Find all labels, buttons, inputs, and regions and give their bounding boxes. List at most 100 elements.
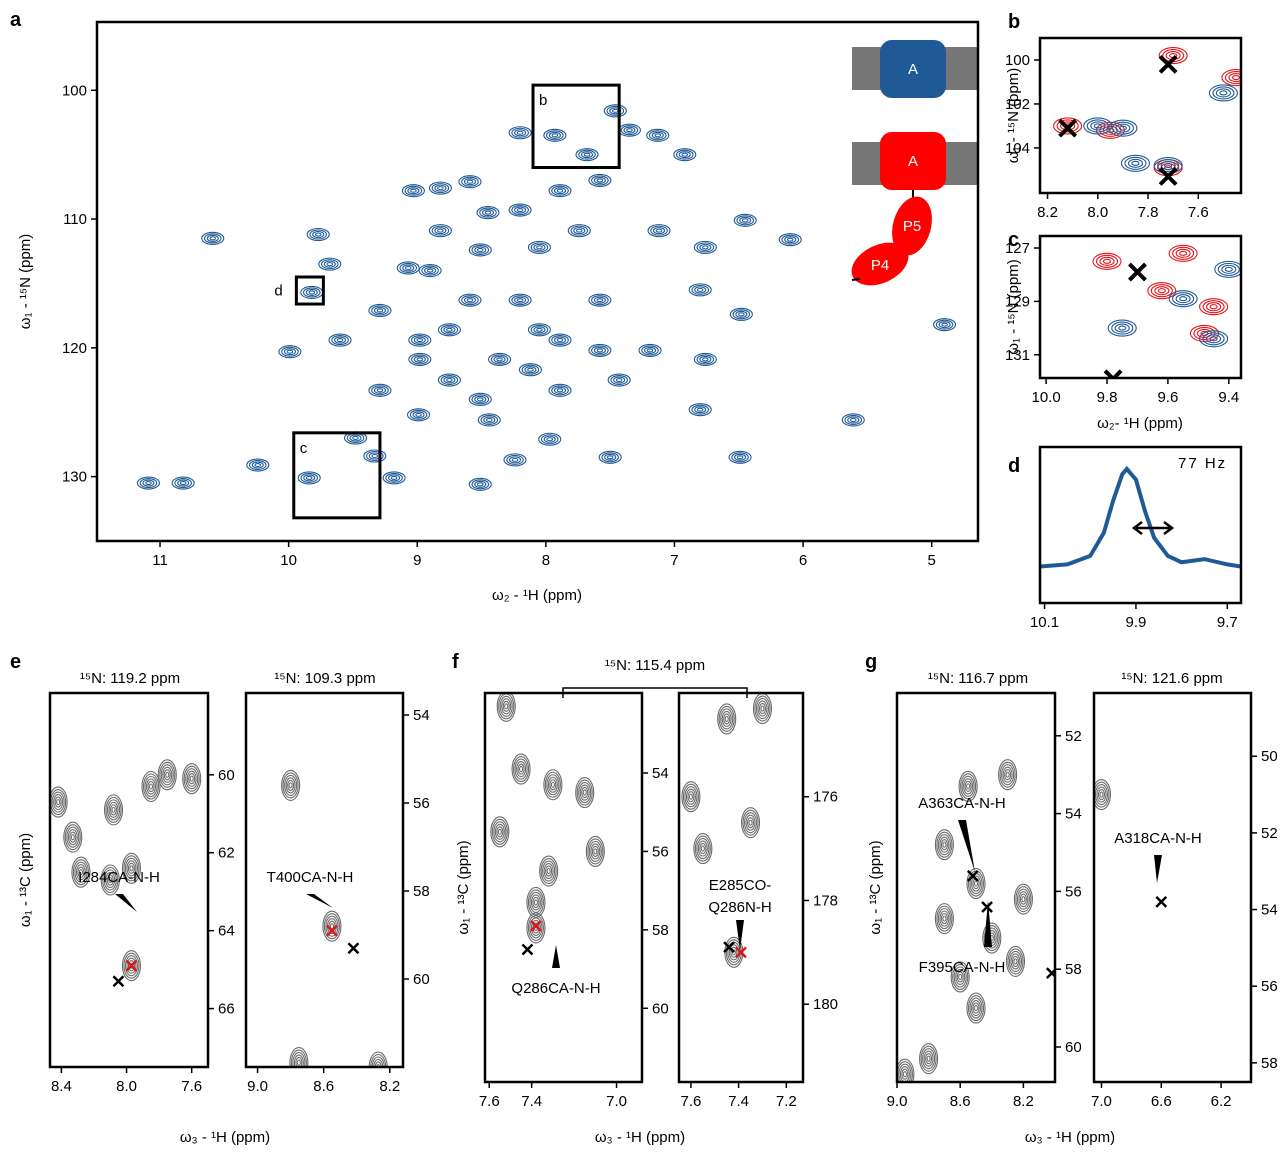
contour-peak (109, 804, 118, 816)
contour-peak (694, 286, 707, 294)
contour-peak (575, 228, 583, 233)
contour-peak (511, 204, 529, 216)
contour-peak (440, 324, 459, 335)
contour-peak (1221, 264, 1237, 274)
contour-peak (699, 243, 712, 251)
contour-peak (157, 759, 177, 791)
contour-peak (1199, 298, 1229, 316)
contour-peak (309, 229, 328, 240)
contour-peak (581, 787, 589, 799)
plot-area (1040, 465, 1241, 569)
contour-peak (1108, 119, 1138, 137)
contour-peak (1096, 786, 1107, 803)
contour-peak (66, 826, 80, 848)
contour-peak (483, 416, 496, 424)
contour-peak (415, 412, 422, 417)
contour-peak (688, 793, 693, 800)
contour-peak (103, 869, 117, 891)
contour-peak (514, 758, 528, 780)
contour-peak (437, 186, 444, 191)
contour-peak (516, 298, 524, 303)
plot-frame (895, 691, 1057, 1084)
contour-peak (443, 376, 456, 384)
contour-peak (694, 835, 711, 862)
y-tick-label: 58 (1261, 1055, 1278, 1072)
contour-peak (1168, 244, 1198, 262)
contour-peak (287, 779, 295, 791)
contour-peak (100, 864, 120, 896)
y-tick-label: 66 (218, 1001, 235, 1018)
x-tick-label: 9.4 (1218, 389, 1239, 406)
contour-peak (399, 262, 418, 274)
contour-peak (1124, 156, 1147, 170)
peak-marker (981, 901, 993, 913)
contour-peak (702, 245, 709, 250)
contour-peak (1002, 766, 1013, 783)
contour-peak (1118, 125, 1127, 131)
peak-marker (723, 941, 735, 954)
contour-peak (1202, 332, 1225, 346)
contour-peak (1083, 117, 1113, 135)
x-tick-label: 5 (928, 552, 936, 569)
contour-peak (585, 835, 605, 867)
contour-peak (108, 801, 119, 818)
contour-peak (305, 475, 313, 480)
contour-peak (532, 896, 540, 908)
contour-peak (446, 377, 453, 383)
contour-peak (1016, 888, 1030, 910)
contour-peak (468, 392, 492, 406)
y-tick-label: 52 (1261, 825, 1278, 842)
contour-peak (325, 915, 339, 937)
y-tick-label: 54 (1261, 902, 1278, 919)
contour-peak (139, 477, 158, 489)
contour-peak (1004, 769, 1012, 781)
contour-peak (410, 188, 417, 193)
contour-peak (374, 1061, 382, 1067)
contour-peak (511, 127, 529, 138)
contour-peak (579, 784, 590, 801)
x-tick-label: 7.0 (606, 1093, 627, 1110)
annotation-pointer (736, 920, 744, 950)
x-tick-label: 7.4 (521, 1093, 542, 1110)
contour-peak (1208, 84, 1238, 102)
contour-peak (371, 305, 389, 316)
contour-peak (580, 151, 594, 159)
strip-title: ¹⁵N: 116.7 ppm (928, 670, 1028, 687)
x-tick-label: 11 (152, 552, 168, 569)
y-tick-label: 56 (413, 795, 430, 812)
contour-peak (1090, 121, 1106, 131)
plot-frame (48, 691, 210, 1069)
peak-marker (1058, 118, 1078, 138)
contour-peak (106, 874, 114, 886)
contour-peak (404, 265, 412, 271)
contour-peak (285, 777, 296, 794)
width-arrow (1131, 521, 1175, 535)
zoom-box (292, 431, 382, 520)
plot-area (281, 769, 388, 1067)
contour-peak (1099, 791, 1104, 798)
y-tick-label: 50 (1261, 748, 1278, 765)
contour-peak (468, 243, 492, 257)
zoom-box (294, 275, 325, 306)
y-tick-label: 102 (1005, 96, 1030, 113)
contour-peak (556, 188, 564, 193)
contour-peak (474, 395, 487, 403)
contour-peak (78, 869, 83, 876)
contour-peak (720, 708, 734, 730)
contour-peak (638, 343, 662, 357)
contour-peak (1005, 771, 1010, 778)
contour-peak (575, 777, 595, 809)
contour-peak (296, 1059, 301, 1066)
contour-peak (1015, 886, 1032, 913)
y-tick-label: 56 (1065, 883, 1082, 900)
contour-peak (551, 133, 559, 138)
contour-peak (953, 966, 967, 988)
contour-peak (320, 259, 339, 270)
x-axis-label: ω₃ - ¹H (ppm) (180, 1129, 270, 1146)
plot-area (490, 693, 605, 956)
contour-peak (847, 416, 860, 424)
y-tick-label: 178 (813, 892, 838, 909)
contour-peak (593, 176, 606, 184)
contour-peak (731, 452, 749, 463)
contour-peak (551, 185, 569, 196)
